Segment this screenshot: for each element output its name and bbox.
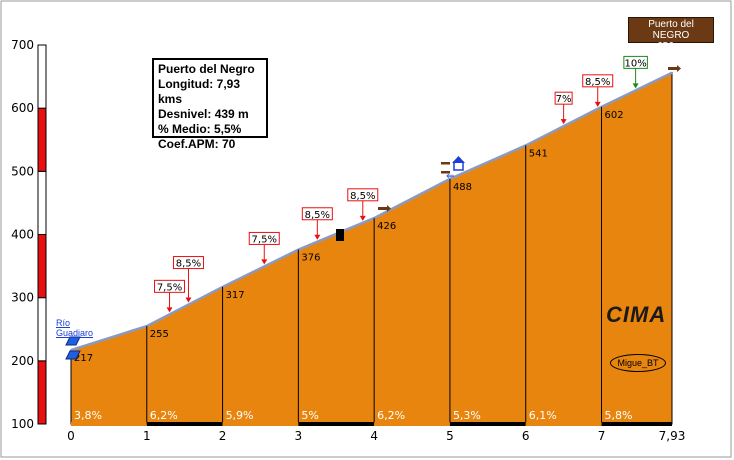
altitude-label: 376 xyxy=(301,253,320,264)
grade-callout-arrowhead xyxy=(632,83,639,89)
summit-altitude: 656 m xyxy=(657,41,685,52)
grade-callout-label: 8,5% xyxy=(176,259,201,270)
x-tick-label: 2 xyxy=(219,429,227,443)
altitude-label: 255 xyxy=(150,329,169,340)
svg-text:⇐: ⇐ xyxy=(446,171,454,182)
altitude-label: 217 xyxy=(74,353,93,364)
x-tick-label: 5 xyxy=(446,429,454,443)
y-axis-scale: 100 200 300 400 500 600 700 xyxy=(11,38,47,431)
summit-name: Puerto del NEGRO xyxy=(648,19,694,41)
summit-badge: Puerto del NEGRO 656 m xyxy=(628,17,714,52)
grade-callout-arrowhead xyxy=(314,234,321,240)
x-tick-label: 1 xyxy=(143,429,151,443)
climb-elevation-gain: Desnivel: 439 m xyxy=(158,107,249,121)
y-tick-label: 200 xyxy=(11,354,34,368)
summit-arrow-icon xyxy=(668,65,681,72)
altitude-label: 426 xyxy=(377,221,396,232)
y-tick-label: 400 xyxy=(11,228,34,242)
segment-grade-label: 5,8% xyxy=(605,409,633,422)
climb-info-box: Puerto del Negro Longitud: 7,93 kms Desn… xyxy=(152,58,268,151)
river-label[interactable]: Río Guadiaro xyxy=(56,318,93,338)
km-strip-segment xyxy=(222,422,299,426)
altitude-label: 541 xyxy=(529,148,548,159)
scale-segment xyxy=(37,297,47,362)
segment-grade-label: 5,3% xyxy=(453,409,481,422)
altitude-label: 602 xyxy=(605,110,624,121)
scale-segment xyxy=(37,107,47,172)
x-tick-label: 7,93 xyxy=(659,429,686,443)
river-label-line1: Río xyxy=(56,318,71,328)
grade-callout-label: 8,5% xyxy=(305,210,330,221)
x-tick-label: 3 xyxy=(295,429,303,443)
km-strip-segment xyxy=(449,422,526,426)
km-strip-segment xyxy=(71,422,147,426)
segment-grade-label: 3,8% xyxy=(74,409,102,422)
km-strip-segment xyxy=(374,422,450,426)
segment-grade-label: 5% xyxy=(301,409,318,422)
junction-arrow-icon xyxy=(378,205,391,212)
climb-length: Longitud: 7,93 kms xyxy=(158,77,240,106)
altitude-label: 488 xyxy=(453,182,472,193)
km-strip-segment xyxy=(298,422,375,426)
grade-callout-label: 8,5% xyxy=(585,77,610,88)
climb-name: Puerto del Negro xyxy=(158,62,255,76)
grade-callout-label: 7,5% xyxy=(157,282,182,293)
y-tick-label: 700 xyxy=(11,38,34,52)
grade-callout-arrowhead xyxy=(594,101,601,107)
altitude-label: 317 xyxy=(226,290,245,301)
scale-segment xyxy=(37,360,47,425)
tunnel-icon xyxy=(336,229,344,241)
village-icon: ⇐ xyxy=(441,156,465,182)
grade-callout-label: 7% xyxy=(556,94,572,105)
grade-callout-arrowhead xyxy=(359,215,366,221)
profile-marks xyxy=(71,106,672,426)
brand-logo: CIMA xyxy=(606,302,667,327)
y-tick-label: 100 xyxy=(11,417,34,431)
segment-grade-label: 5,9% xyxy=(226,409,254,422)
climb-apm-coefficient: Coef.APM: 70 xyxy=(158,137,236,151)
grade-callout-arrowhead xyxy=(560,119,567,125)
author-badge: Migue_BT xyxy=(610,354,666,372)
grade-callout-label: 10% xyxy=(625,58,647,69)
km-strip-segment xyxy=(146,422,223,426)
segment-grade-label: 6,2% xyxy=(150,409,178,422)
x-tick-label: 7 xyxy=(598,429,606,443)
x-tick-label: 6 xyxy=(522,429,530,443)
grade-callout-arrowhead xyxy=(185,297,192,303)
grade-callout-label: 8,5% xyxy=(350,191,375,202)
x-tick-label: 4 xyxy=(370,429,378,443)
km-strip-segment xyxy=(601,422,672,426)
segment-grade-label: 6,1% xyxy=(529,409,557,422)
x-tick-label: 0 xyxy=(67,429,75,443)
grade-callout-label: 7,5% xyxy=(252,234,277,245)
profile-labels: 3,8% 6,2% 5,9% 5% 6,2% 5,3% 6,1% 5,8% 0 1 2 3 4 5 6 7 7,… xyxy=(67,55,686,443)
grade-callout-arrowhead xyxy=(261,259,268,265)
segment-grade-label: 6,2% xyxy=(377,409,405,422)
y-tick-label: 500 xyxy=(11,164,34,178)
river-icon xyxy=(65,336,81,360)
y-tick-label: 300 xyxy=(11,291,34,305)
y-tick-label: 600 xyxy=(11,101,34,115)
grade-callout-arrowhead xyxy=(166,307,173,313)
scale-segment xyxy=(37,234,47,299)
km-strip-segment xyxy=(525,422,602,426)
scale-segment xyxy=(37,170,47,235)
climb-average-grade: % Medio: 5,5% xyxy=(158,122,242,136)
scale-segment xyxy=(37,44,47,109)
river-label-line2: Guadiaro xyxy=(56,328,94,338)
